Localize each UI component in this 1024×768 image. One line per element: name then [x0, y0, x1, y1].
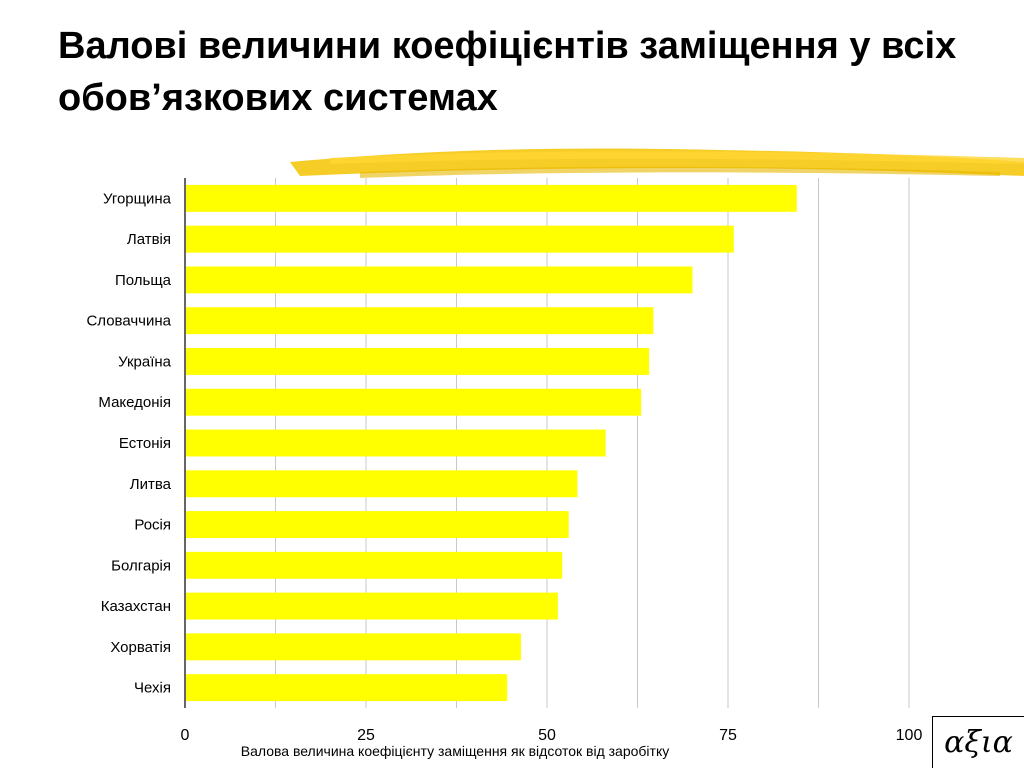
bar [186, 348, 650, 375]
bar [186, 633, 521, 661]
bar [186, 551, 563, 579]
axia-logo: αξια [932, 716, 1024, 768]
bar [186, 592, 558, 620]
bar [186, 429, 606, 457]
category-label: Словаччина [86, 313, 171, 330]
category-label: Литва [130, 476, 172, 493]
category-label: Угорщина [103, 190, 172, 207]
category-label: Хорватія [110, 639, 171, 656]
axia-logo-text: αξια [944, 725, 1013, 760]
bar [186, 225, 734, 253]
x-tick-label: 25 [357, 727, 375, 744]
category-label: Чехія [134, 680, 171, 697]
bar [186, 388, 642, 416]
x-tick-labels: 0 25 50 75 100 [181, 727, 923, 744]
bar [186, 184, 797, 212]
bar [186, 307, 654, 335]
category-label: Болгарія [111, 557, 171, 574]
x-tick-label: 0 [181, 727, 190, 744]
bar [186, 511, 569, 538]
category-label: Естонія [119, 435, 171, 452]
category-label: Латвія [127, 231, 171, 248]
category-labels: Угорщина Латвія Польща Словаччина Україна Мак… [86, 190, 171, 696]
x-tick-label: 100 [896, 727, 923, 744]
bar [186, 674, 508, 702]
x-tick-label: 75 [719, 727, 737, 744]
x-axis-label: Валова величина коефіцієнту заміщення як… [240, 743, 670, 759]
category-label: Македонія [98, 394, 171, 411]
bars [186, 184, 797, 702]
slide-title: Валові величини коефіцієнтів заміщення у… [58, 25, 957, 119]
category-label: Казахстан [101, 598, 171, 615]
bar [186, 470, 578, 498]
category-label: Україна [118, 353, 172, 370]
category-label: Росія [134, 517, 171, 534]
category-label: Польща [115, 272, 172, 289]
bar [186, 266, 693, 294]
x-tick-label: 50 [538, 727, 556, 744]
